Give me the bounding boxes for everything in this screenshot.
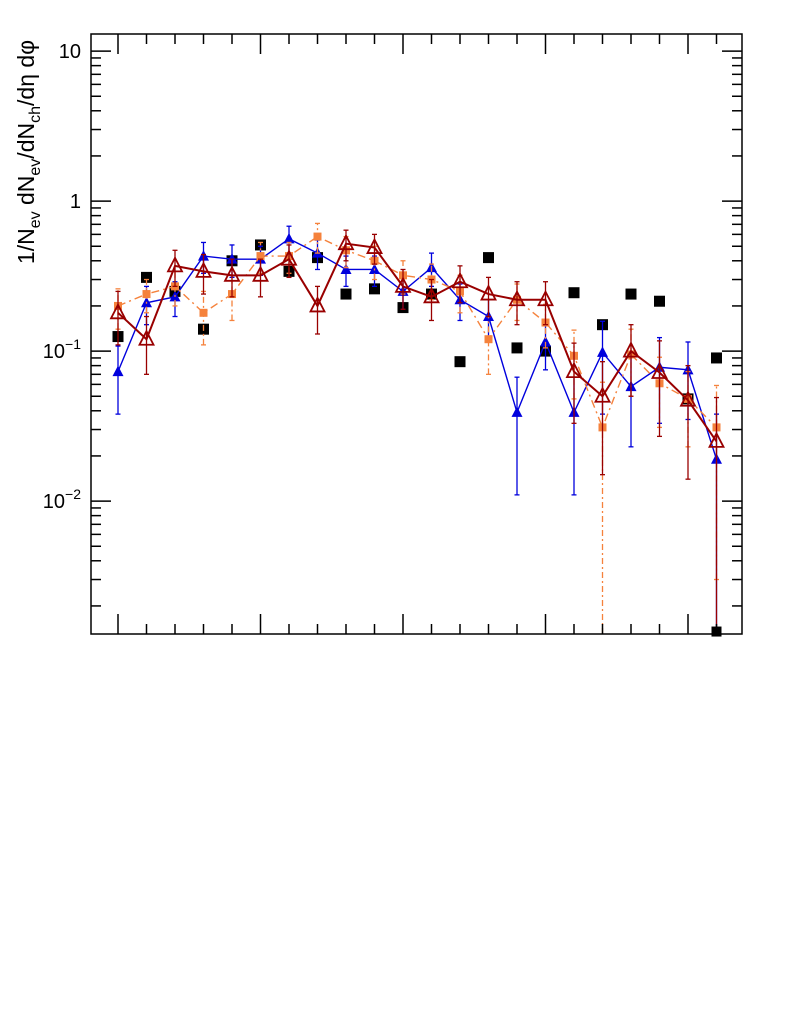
data-point (109, 302, 127, 320)
data-point (280, 249, 298, 266)
data-point (252, 265, 269, 282)
data-point (565, 361, 583, 378)
data-point (454, 356, 466, 368)
data-point (711, 352, 722, 364)
data-point (199, 308, 208, 317)
series-layer (109, 222, 725, 637)
data-point (540, 335, 551, 347)
y-tick-label: 10−2 (43, 486, 81, 513)
data-point (537, 289, 554, 307)
data-point (423, 286, 440, 304)
data-point (141, 271, 152, 283)
y-axis: 10 1 10−1 10−2 (43, 41, 742, 607)
data-point (226, 253, 238, 264)
data-point (568, 287, 580, 299)
data-point (511, 342, 523, 354)
data-point (654, 295, 665, 307)
data-point (708, 431, 725, 448)
y-axis-title: 1/Nev dNev/dNch/dη dφ (13, 40, 44, 264)
data-point (223, 265, 241, 282)
data-point (483, 252, 494, 264)
plot-frame (90, 33, 743, 635)
data-point (622, 341, 640, 358)
data-point (480, 284, 497, 301)
data-point (484, 335, 493, 344)
data-point (112, 365, 124, 377)
y-tick-label: 10 (59, 41, 81, 63)
data-point (313, 232, 322, 241)
data-point (138, 329, 155, 346)
data-point (340, 263, 352, 274)
data-point (309, 295, 326, 313)
data-point (594, 386, 611, 403)
data-point (508, 289, 526, 307)
data-point (195, 261, 212, 278)
data-point (679, 390, 697, 407)
data-point (394, 276, 412, 293)
data-point (366, 237, 383, 254)
series-line (117, 238, 718, 460)
data-point (511, 406, 523, 417)
data-point (651, 362, 668, 379)
data-point (256, 252, 265, 261)
data-point (369, 283, 380, 295)
data-point (337, 233, 355, 251)
data-point (597, 346, 608, 357)
data-point (166, 255, 184, 273)
y-tick-label: 10−1 (43, 336, 81, 363)
x-axis (117, 34, 718, 634)
series-3 (109, 229, 725, 634)
data-point (625, 288, 637, 300)
y-tick-label: 1 (70, 191, 81, 213)
data-point (142, 290, 151, 299)
data-point (451, 271, 469, 289)
data-point (340, 288, 352, 300)
data-point (283, 232, 295, 244)
series-line (117, 242, 718, 442)
